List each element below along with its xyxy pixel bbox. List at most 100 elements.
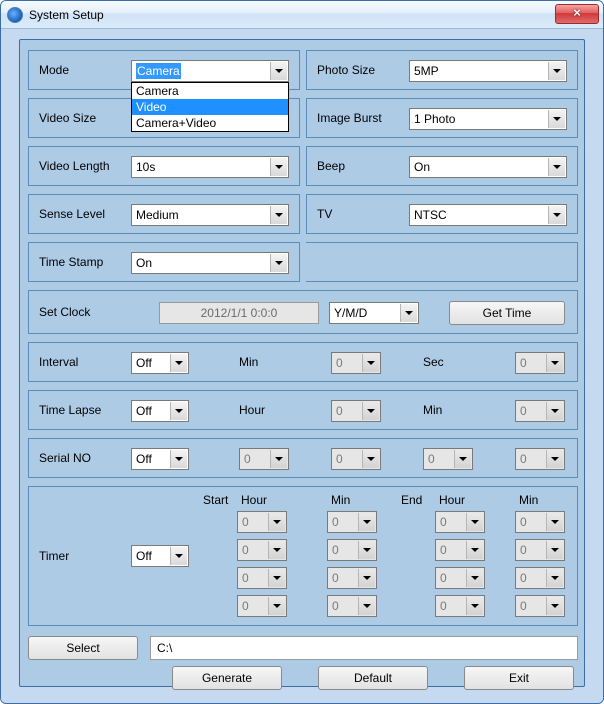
label-time-lapse: Time Lapse — [39, 403, 101, 417]
chevron-down-icon — [551, 520, 559, 524]
chevron-down-icon — [551, 576, 559, 580]
label-timer-min-start: Min — [331, 493, 350, 507]
combo-date-format[interactable]: Y/M/D — [329, 302, 419, 324]
combo-mode-value: Camera — [136, 63, 181, 79]
close-button[interactable]: × — [555, 4, 599, 24]
chevron-down-icon — [553, 165, 561, 169]
group-serial-no: Serial NO Off 0 0 0 0 — [28, 438, 578, 478]
combo-beep[interactable]: On — [409, 156, 567, 178]
combo-value: 0 — [336, 404, 343, 418]
group-time-lapse: Time Lapse Off Hour 0 Min 0 — [28, 390, 578, 430]
combo-timer-eh3: 0 — [435, 567, 485, 589]
dropdown-option[interactable]: Video — [132, 99, 288, 115]
button-exit[interactable]: Exit — [464, 666, 574, 690]
combo-value: Off — [136, 356, 152, 370]
group-video-length: Video Length 10s — [28, 146, 300, 186]
chevron-down-icon — [363, 576, 371, 580]
combo-value: 5MP — [414, 64, 439, 78]
combo-tl-min: 0 — [515, 400, 565, 422]
combo-serial[interactable]: Off — [131, 448, 189, 470]
label-tl-min: Min — [423, 403, 442, 417]
combo-interval[interactable]: Off — [131, 352, 189, 374]
group-photo-size: Photo Size 5MP — [306, 50, 578, 90]
combo-sense-level[interactable]: Medium — [131, 204, 289, 226]
label-interval-min: Min — [239, 355, 258, 369]
textbox-clock: 2012/1/1 0:0:0 — [159, 302, 319, 324]
combo-value: Y/M/D — [334, 306, 367, 320]
combo-photo-size[interactable]: 5MP — [409, 60, 567, 82]
chevron-down-icon — [275, 69, 283, 73]
button-generate[interactable]: Generate — [172, 666, 282, 690]
chevron-down-icon — [405, 311, 413, 315]
combo-mode[interactable]: Camera — [131, 60, 289, 82]
group-beep: Beep On — [306, 146, 578, 186]
label-image-burst: Image Burst — [317, 111, 382, 125]
combo-timer-sh3: 0 — [237, 567, 287, 589]
group-set-clock: Set Clock 2012/1/1 0:0:0 Y/M/D Get Time — [28, 290, 578, 334]
combo-timer-sm2: 0 — [327, 539, 377, 561]
chevron-down-icon — [471, 576, 479, 580]
combo-time-stamp[interactable]: On — [131, 252, 289, 274]
combo-value: NTSC — [414, 208, 447, 222]
combo-timer-em4: 0 — [515, 595, 565, 617]
combo-video-length[interactable]: 10s — [131, 156, 289, 178]
combo-tv[interactable]: NTSC — [409, 204, 567, 226]
chevron-down-icon — [363, 548, 371, 552]
client-area: Mode Camera Camera Video Camera+Video Ph… — [1, 29, 603, 703]
label-video-length: Video Length — [39, 159, 110, 173]
label-serial-no: Serial NO — [39, 451, 91, 465]
combo-value: 0 — [520, 404, 527, 418]
label-end: End — [401, 493, 422, 507]
group-tv: TV NTSC — [306, 194, 578, 234]
titlebar: System Setup × — [1, 1, 603, 29]
combo-value: 10s — [136, 160, 155, 174]
combo-timer-em1: 0 — [515, 511, 565, 533]
combo-value: Medium — [136, 208, 179, 222]
button-default[interactable]: Default — [318, 666, 428, 690]
window: System Setup × Mode Camera Camera Video … — [0, 0, 604, 704]
combo-interval-sec: 0 — [515, 352, 565, 374]
combo-time-lapse[interactable]: Off — [131, 400, 189, 422]
label-photo-size: Photo Size — [317, 63, 375, 77]
label-tv: TV — [317, 207, 332, 221]
chevron-down-icon — [551, 409, 559, 413]
combo-value: Off — [136, 549, 152, 563]
chevron-down-icon — [275, 261, 283, 265]
dropdown-option[interactable]: Camera — [132, 83, 288, 99]
combo-serial-a: 0 — [239, 448, 289, 470]
chevron-down-icon — [363, 520, 371, 524]
label-timer-min-end: Min — [519, 493, 538, 507]
chevron-down-icon — [553, 117, 561, 121]
label-set-clock: Set Clock — [39, 305, 90, 319]
dropdown-option[interactable]: Camera+Video — [132, 115, 288, 131]
label-timer: Timer — [39, 549, 69, 563]
combo-timer-em2: 0 — [515, 539, 565, 561]
combo-timer-eh1: 0 — [435, 511, 485, 533]
combo-image-burst[interactable]: 1 Photo — [409, 108, 567, 130]
chevron-down-icon — [551, 548, 559, 552]
combo-value: 1 Photo — [414, 112, 455, 126]
main-panel: Mode Camera Camera Video Camera+Video Ph… — [19, 39, 585, 687]
group-interval: Interval Off Min 0 Sec 0 — [28, 342, 578, 382]
dropdown-mode[interactable]: Camera Video Camera+Video — [131, 82, 289, 132]
combo-timer[interactable]: Off — [131, 545, 189, 567]
combo-value: 0 — [520, 356, 527, 370]
label-time-stamp: Time Stamp — [39, 255, 103, 269]
combo-timer-sh1: 0 — [237, 511, 287, 533]
chevron-down-icon — [471, 604, 479, 608]
chevron-down-icon — [175, 409, 183, 413]
combo-value: On — [136, 256, 152, 270]
button-get-time[interactable]: Get Time — [449, 301, 565, 325]
chevron-down-icon — [551, 457, 559, 461]
group-image-burst: Image Burst 1 Photo — [306, 98, 578, 138]
label-timer-hour-start: Hour — [241, 493, 267, 507]
combo-value: 0 — [520, 452, 527, 466]
combo-value: 0 — [428, 452, 435, 466]
textbox-path[interactable]: C:\ — [150, 636, 578, 660]
label-beep: Beep — [317, 159, 345, 173]
combo-value: Off — [136, 452, 152, 466]
button-select[interactable]: Select — [28, 636, 138, 660]
chevron-down-icon — [275, 213, 283, 217]
group-time-stamp: Time Stamp On — [28, 242, 300, 282]
chevron-down-icon — [367, 409, 375, 413]
